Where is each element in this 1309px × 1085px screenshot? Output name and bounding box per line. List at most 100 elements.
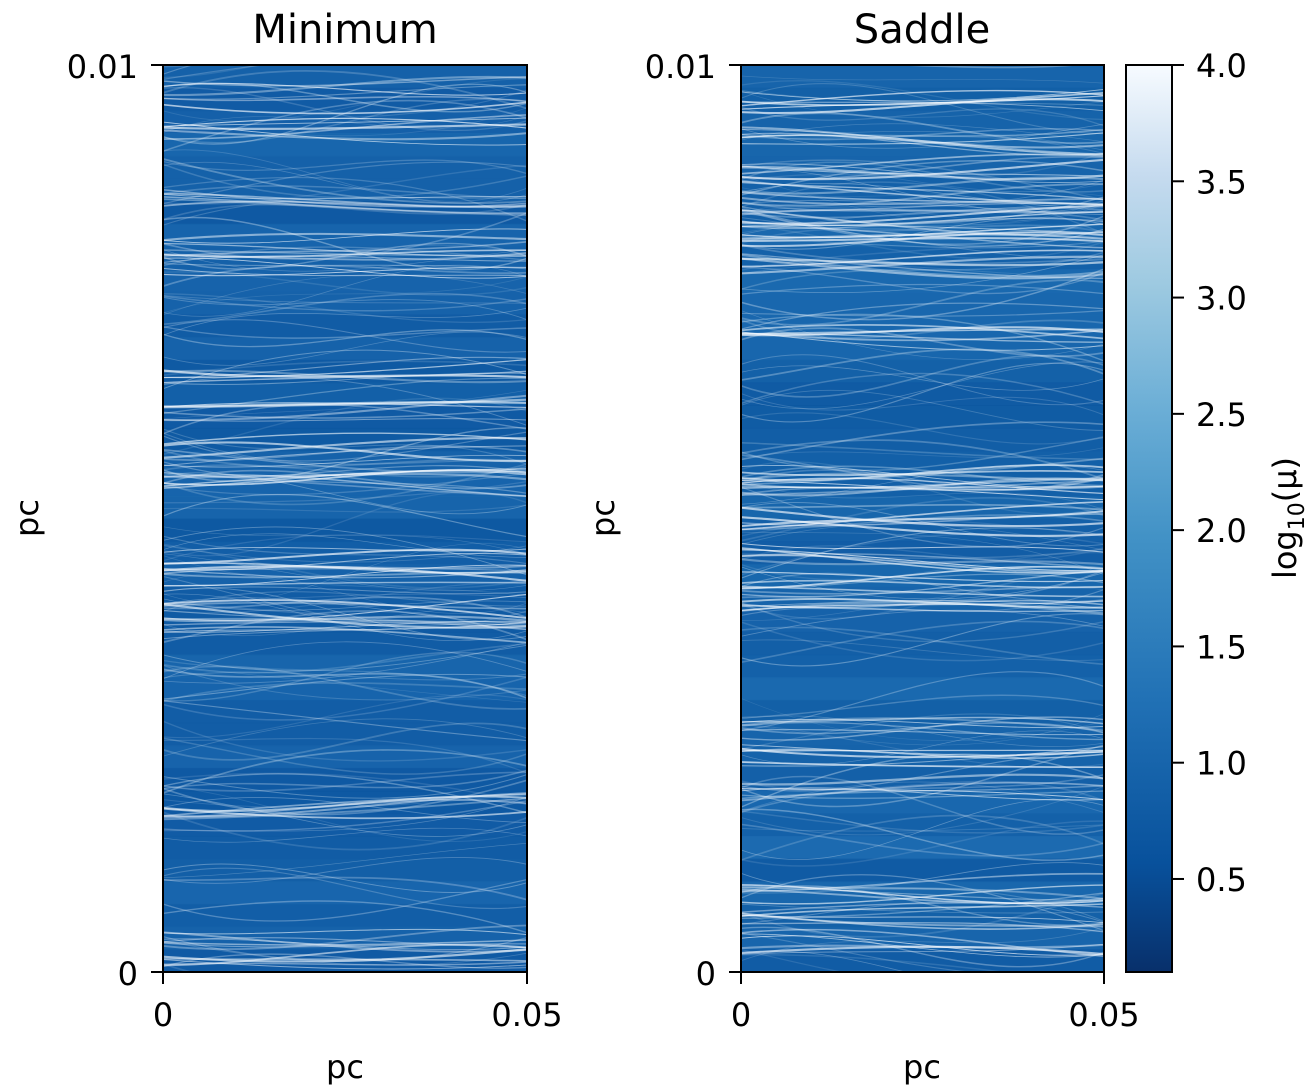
caustic-bright-line — [163, 454, 527, 468]
caustic-line — [741, 926, 1104, 962]
caustic-bright-line — [741, 128, 1104, 138]
caustic-line — [741, 199, 1104, 216]
caustic-bright-line — [163, 621, 527, 631]
caustic-bright-line — [741, 888, 1104, 905]
heatmap-band — [163, 291, 527, 316]
caustic-bright-line — [741, 153, 1104, 175]
heatmap-band — [163, 745, 527, 769]
caustic-line — [163, 940, 527, 966]
caustic-bright-line — [163, 621, 527, 633]
caustic-bright-line — [163, 931, 527, 953]
xlabel-saddle: pc — [903, 1048, 941, 1085]
caustic-line — [163, 65, 263, 79]
caustic-line — [741, 254, 1104, 294]
caustic-bright-line — [163, 193, 527, 200]
caustic-bright-line — [741, 500, 1104, 531]
heatmap-band — [163, 903, 527, 928]
caustic-bright-line — [163, 957, 527, 962]
caustic-line — [741, 279, 1104, 326]
caustic-line — [741, 90, 1104, 106]
caustic-line — [163, 779, 527, 816]
caustic-line — [741, 175, 1104, 225]
caustic-line — [163, 431, 527, 462]
caustic-line — [741, 545, 1104, 561]
caustic-line — [741, 808, 1104, 861]
caustic-line — [163, 879, 527, 922]
caustic-bright-line — [741, 163, 1104, 183]
caustic-line — [741, 551, 1104, 581]
caustic-line — [163, 176, 527, 222]
caustic-bright-line — [163, 196, 527, 214]
caustic-line — [741, 477, 1104, 496]
caustic-line — [741, 824, 1104, 832]
heatmap-band — [163, 87, 527, 112]
caustic-line — [163, 793, 527, 837]
xtick-label-left-saddle: 0 — [731, 996, 751, 1034]
caustic-line — [163, 493, 527, 538]
caustic-bright-line — [163, 84, 527, 100]
heatmap-band — [163, 654, 527, 679]
caustic-line — [741, 454, 1104, 491]
caustic-bright-line — [741, 747, 1104, 759]
caustic-line — [163, 591, 527, 613]
caustic-bright-line — [741, 945, 1104, 956]
heatmap-band — [741, 949, 1104, 972]
caustic-line — [741, 442, 1104, 461]
caustic-line — [163, 596, 527, 619]
ylabel-saddle: pc — [584, 499, 622, 537]
caustic-line — [163, 526, 527, 556]
caustic-line — [741, 461, 1104, 515]
caustic-bright-line — [741, 604, 1104, 613]
caustic-bright-line — [741, 718, 1104, 729]
heatmap-band — [741, 926, 1104, 951]
caustic-line — [163, 593, 527, 606]
caustic-line — [741, 810, 1104, 834]
caustic-bright-line — [163, 798, 527, 819]
caustic-bright-line — [163, 601, 527, 610]
caustic-bright-line — [163, 436, 527, 459]
caustic-bright-line — [741, 579, 1104, 589]
caustic-line — [163, 863, 527, 893]
caustic-line — [741, 372, 1104, 406]
caustic-bright-line — [163, 266, 527, 277]
caustic-line — [163, 811, 527, 851]
caustic-line — [163, 161, 527, 205]
caustic-line — [741, 814, 1104, 862]
heatmap-band — [741, 201, 1104, 225]
caustic-line — [163, 664, 527, 701]
caustic-line — [163, 82, 527, 113]
caustic-line — [163, 216, 527, 271]
caustic-line — [163, 535, 527, 565]
caustic-line — [163, 773, 527, 799]
colorbar-tick-label: 4.0 — [1196, 47, 1247, 85]
caustic-line — [741, 83, 1104, 135]
caustic-line — [741, 123, 1104, 143]
caustic-line — [741, 447, 1104, 458]
caustic-line — [163, 641, 527, 684]
ylabel-minimum: pc — [8, 499, 46, 537]
heatmap-band — [741, 813, 1104, 837]
caustic-bright-line — [163, 117, 527, 129]
caustic-bright-line — [163, 370, 527, 384]
caustic-bright-line — [741, 784, 1104, 800]
caustic-bright-line — [741, 600, 1104, 612]
caustic-bright-line — [163, 408, 527, 419]
caustic-line — [163, 718, 527, 757]
heatmap-band — [741, 155, 1104, 180]
caustic-line — [741, 713, 1104, 750]
heatmap-band — [163, 427, 527, 452]
caustic-line — [741, 392, 1104, 416]
ytick-label-bottom-minimum: 0 — [118, 955, 138, 993]
caustic-line — [741, 527, 1104, 579]
caustic-line — [163, 480, 527, 504]
caustic-line — [163, 700, 527, 742]
heatmap-band — [741, 495, 1104, 520]
colorbar-tick-label: 1.5 — [1196, 628, 1247, 666]
caustic-bright-line — [741, 542, 1104, 553]
caustic-bright-line — [741, 254, 1104, 278]
caustic-line — [163, 157, 527, 205]
caustic-bright-line — [163, 622, 527, 640]
caustic-line — [163, 682, 527, 703]
axes-frame-saddle — [740, 64, 1105, 973]
caustic-line — [741, 187, 1104, 197]
